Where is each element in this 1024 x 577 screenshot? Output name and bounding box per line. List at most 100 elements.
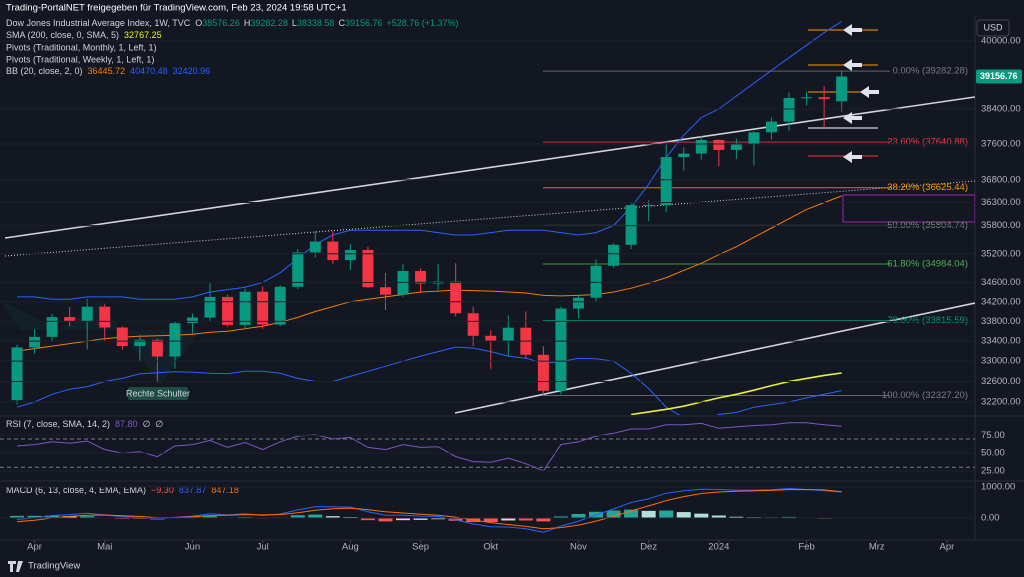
- candle-body: [327, 241, 339, 261]
- candle-body: [362, 249, 374, 288]
- change: +528.76 (+1.37%): [386, 18, 458, 28]
- candle-body: [169, 323, 181, 357]
- candle-body: [485, 335, 497, 341]
- trendline: [4, 96, 975, 239]
- macd-histogram: [27, 515, 42, 518]
- candle-body: [783, 97, 795, 122]
- candle-body: [467, 313, 479, 336]
- candle-body: [257, 291, 269, 325]
- annotation: Rechte Schulter: [126, 388, 190, 398]
- macd-histogram: [659, 510, 674, 518]
- candle-body: [81, 306, 93, 321]
- bb-lower: [16, 346, 842, 415]
- macd-histogram: [501, 517, 516, 521]
- legend-bb: BB (20, close, 2, 0) 36445.72 40470.48 3242…: [6, 66, 210, 76]
- macd-histogram: [325, 516, 340, 518]
- macd-histogram: [80, 516, 95, 518]
- candle-body: [11, 347, 23, 401]
- y-tick-label: 36300.00: [981, 197, 1021, 208]
- candle-body: [239, 291, 251, 325]
- l-label: L: [292, 18, 297, 28]
- y-tick-label: 33000.00: [981, 356, 1021, 367]
- candle-body: [608, 244, 620, 266]
- c-value: 39156.76: [345, 18, 383, 28]
- o-label: O: [195, 18, 202, 28]
- legend-main: Dow Jones Industrial Average Index, 1W, …: [6, 18, 459, 28]
- candle-body: [151, 339, 163, 357]
- h-label: H: [244, 18, 251, 28]
- l-value: 38338.58: [297, 18, 335, 28]
- sma-line: [630, 372, 842, 415]
- currency-button[interactable]: [976, 19, 1010, 37]
- legend-macd: MACD (6, 13, close, 4, EMA, EMA) −9.30 837…: [6, 485, 239, 495]
- rsi-line: [16, 422, 842, 472]
- candle-body: [292, 252, 304, 287]
- x-tick-label: Okt: [483, 542, 498, 553]
- x-tick-label: Feb: [798, 542, 814, 553]
- fib-label: 100.00% (32327.20): [882, 390, 968, 401]
- box: [842, 194, 975, 223]
- bb-upper-value: 40470.48: [130, 66, 168, 76]
- pane: [0, 422, 975, 472]
- y-tick-label: 50.00: [981, 448, 1005, 459]
- y-tick-label: 1000.00: [981, 482, 1015, 493]
- macd-histogram: [413, 517, 428, 520]
- fib-label: 0.00% (39282.28): [892, 66, 968, 77]
- candle-body: [46, 317, 58, 337]
- macd-line: [16, 487, 842, 533]
- macd-histogram: [10, 515, 25, 518]
- macd-histogram: [641, 510, 656, 518]
- y-tick-label: 32200.00: [981, 397, 1021, 408]
- macd-histogram: [62, 516, 77, 518]
- signal-line: [16, 488, 842, 530]
- candle-body: [415, 271, 427, 284]
- rsi-extra: ∅: [155, 419, 163, 429]
- macd-histogram: [378, 517, 393, 522]
- candle-body: [502, 327, 514, 341]
- share-note: Trading-PortalNET freigegeben für Tradin…: [6, 3, 347, 14]
- macd-histogram: [676, 512, 691, 518]
- candle-body: [572, 297, 584, 309]
- pattern-shade: [0, 300, 200, 385]
- bb-basis-value: 36445.72: [88, 66, 126, 76]
- legend-pivot: Pivots (Traditional, Monthly, 1, Left, 1…: [6, 42, 157, 52]
- bb-name: BB (20, close, 2, 0): [6, 66, 83, 76]
- macd-histogram: [729, 516, 744, 518]
- y-tick-label: 32600.00: [981, 376, 1021, 387]
- x-tick-label: Nov: [570, 542, 587, 553]
- currency[interactable]: USD: [983, 22, 1003, 32]
- macd-histogram: [694, 513, 709, 518]
- x-tick-label: Apr: [27, 542, 42, 553]
- candle-body: [204, 296, 216, 318]
- arrows: [843, 24, 879, 163]
- macd-histogram: [571, 513, 586, 518]
- x-tick-label: Aug: [342, 542, 359, 553]
- candle-body: [186, 317, 198, 324]
- candle-body: [678, 153, 690, 158]
- x-tick-label: Jul: [257, 542, 269, 553]
- hist-value: −9.30: [151, 485, 174, 495]
- price-tag-label: 39156.76: [980, 71, 1018, 81]
- candle-body: [555, 308, 567, 391]
- macd-histogram: [308, 514, 323, 518]
- macd-histogram: [553, 516, 568, 518]
- y-tick-label: 25.00: [981, 465, 1005, 476]
- y-tick-label: 33400.00: [981, 336, 1021, 347]
- legend-sma: SMA (200, close, 0, SMA, 5) 32767.25: [6, 30, 162, 40]
- sma-name: SMA (200, close, 0, SMA, 5): [6, 30, 119, 40]
- macd-name: MACD (6, 13, close, 4, EMA, EMA): [6, 485, 146, 495]
- fib-label: 23.60% (37640.88): [887, 137, 968, 148]
- candle-body: [29, 336, 41, 348]
- c-label: C: [338, 18, 345, 28]
- x-tick-label: Jun: [185, 542, 200, 553]
- rsi-name: RSI (7, close, SMA, 14, 2): [6, 419, 110, 429]
- candle-body: [818, 97, 830, 100]
- fib-label: 78.60% (33815.59): [887, 315, 968, 326]
- macd-histogram: [711, 515, 726, 518]
- macd-histogram: [518, 517, 533, 521]
- macd-histogram: [396, 517, 411, 521]
- y-tick-label: 35800.00: [981, 220, 1021, 231]
- candle-body: [99, 306, 111, 328]
- logo: [8, 561, 23, 572]
- y-tick-label: 40000.00: [981, 36, 1021, 47]
